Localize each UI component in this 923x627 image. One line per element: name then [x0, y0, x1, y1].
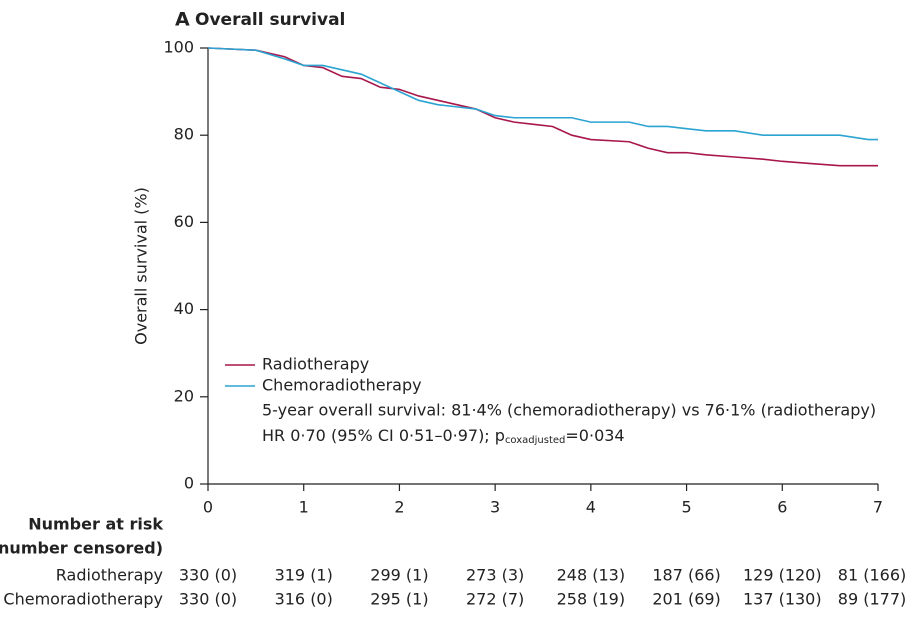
y-tick-label: 60 — [174, 212, 194, 231]
y-tick-label: 80 — [174, 125, 194, 144]
x-tick-label: 5 — [681, 498, 691, 517]
risk-value: 299 (1) — [370, 566, 428, 585]
chart-title: Overall survival — [195, 10, 345, 30]
risk-value: 248 (13) — [557, 566, 625, 585]
y-tick-label: 100 — [163, 38, 194, 57]
y-tick-label: 40 — [174, 299, 194, 318]
risk-header: (number censored) — [0, 539, 163, 558]
x-tick-label: 4 — [586, 498, 596, 517]
survival-line — [207, 47, 878, 141]
x-tick-label: 6 — [777, 498, 787, 517]
hr-tail: =0·034 — [565, 426, 624, 445]
hr-sub: coxadjusted — [505, 435, 565, 446]
y-tick-label: 0 — [184, 474, 194, 493]
risk-row-name: Chemoradiotherapy — [3, 590, 163, 609]
risk-value: 272 (7) — [466, 590, 524, 609]
y-tick-label: 20 — [174, 386, 194, 405]
panel-label: A — [175, 9, 190, 31]
x-tick-label: 7 — [873, 498, 883, 517]
hr-text: HR 0·70 (95% CI 0·51–0·97); pcoxadjusted… — [262, 426, 625, 447]
legend-label: Radiotherapy — [262, 355, 369, 374]
annotation: 5-year overall survival: 81·4% (chemorad… — [262, 401, 876, 420]
risk-value: 89 (177) — [838, 590, 906, 609]
risk-value: 295 (1) — [370, 590, 428, 609]
risk-header: Number at risk — [28, 515, 163, 534]
risk-value: 129 (120) — [743, 566, 822, 585]
x-tick-label: 0 — [203, 498, 213, 517]
risk-value: 258 (19) — [557, 590, 625, 609]
risk-value: 330 (0) — [179, 590, 237, 609]
x-tick-label: 1 — [299, 498, 309, 517]
x-tick-label: 3 — [490, 498, 500, 517]
risk-value: 273 (3) — [466, 566, 524, 585]
risk-value: 319 (1) — [275, 566, 333, 585]
risk-value: 330 (0) — [179, 566, 237, 585]
x-tick-label: 2 — [394, 498, 404, 517]
risk-value: 137 (130) — [743, 590, 822, 609]
legend-label: Chemoradiotherapy — [262, 376, 422, 395]
survival-line — [207, 47, 878, 167]
y-axis-label: Overall survival (%) — [132, 187, 151, 345]
risk-value: 187 (66) — [652, 566, 720, 585]
risk-value: 316 (0) — [275, 590, 333, 609]
risk-value: 201 (69) — [652, 590, 720, 609]
hr-main: HR 0·70 (95% CI 0·51–0·97); p — [262, 426, 505, 445]
risk-value: 81 (166) — [838, 566, 906, 585]
risk-row-name: Radiotherapy — [56, 566, 163, 585]
